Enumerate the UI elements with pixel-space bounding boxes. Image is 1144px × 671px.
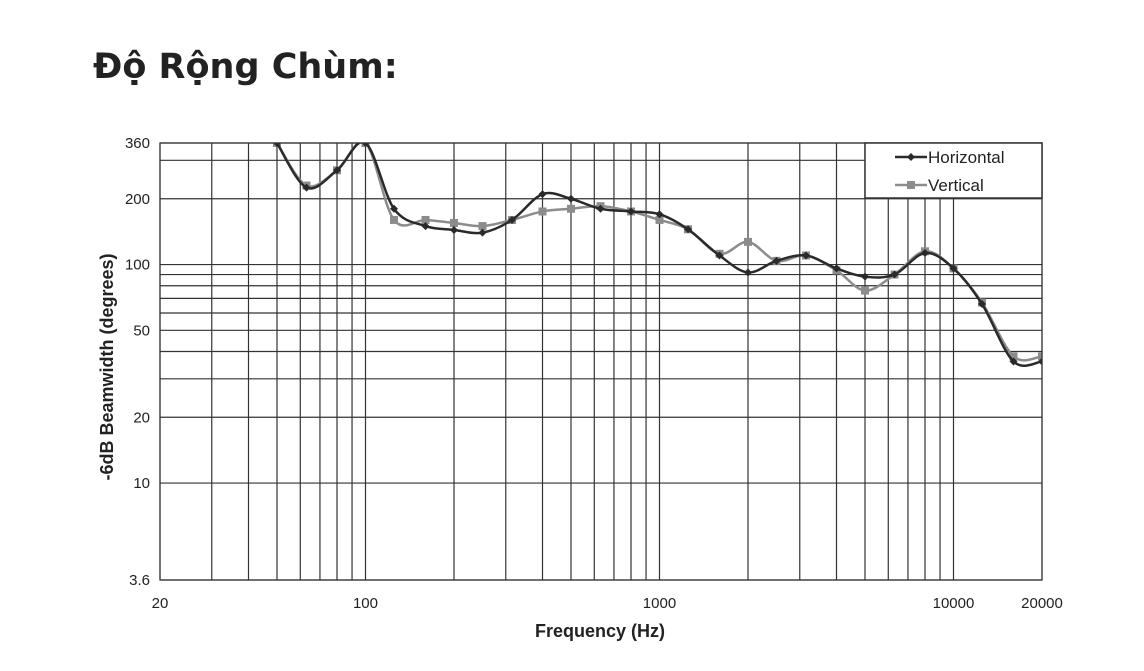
marker	[302, 183, 311, 192]
marker	[744, 237, 752, 246]
y-tick-label: 200	[125, 191, 150, 208]
legend-label: Horizontal	[928, 148, 1005, 167]
y-tick-label: 20	[133, 409, 150, 426]
marker	[977, 299, 986, 308]
marker	[566, 194, 575, 203]
marker	[1038, 352, 1042, 361]
marker	[655, 210, 664, 219]
plot-frame	[159, 142, 1043, 581]
marker	[389, 215, 398, 224]
marker	[596, 204, 605, 213]
marker	[1038, 357, 1042, 366]
marker	[860, 286, 869, 295]
marker	[1009, 352, 1018, 361]
legend-box	[864, 142, 1043, 199]
marker	[361, 143, 370, 147]
y-tick-label: 3.6	[129, 572, 150, 589]
marker	[333, 166, 342, 175]
marker	[772, 256, 781, 265]
marker	[538, 207, 547, 216]
marker	[450, 225, 458, 234]
y-tick-label: 10	[133, 475, 150, 492]
marker	[478, 222, 487, 231]
x-tick-label: 10000	[933, 595, 975, 612]
marker	[421, 222, 430, 231]
marker	[478, 228, 487, 237]
marker	[655, 215, 664, 224]
marker	[421, 215, 430, 224]
x-tick-label: 100	[353, 595, 378, 612]
marker	[627, 207, 636, 216]
chart-title: Độ Rộng Chùm:	[93, 47, 398, 87]
legend-marker	[907, 153, 915, 161]
y-tick-label: 360	[125, 135, 150, 152]
marker	[744, 268, 752, 277]
marker	[921, 248, 930, 257]
plot-area	[272, 143, 1042, 367]
legend-label: Vertical	[928, 176, 984, 195]
marker	[683, 225, 692, 234]
y-axis-label: -6dB Beamwidth (degrees)	[97, 253, 117, 480]
x-tick-label: 20	[152, 595, 169, 612]
marker	[802, 251, 811, 260]
marker	[389, 204, 398, 213]
marker	[890, 270, 899, 279]
legend: Horizontal Vertical	[864, 142, 1043, 199]
x-tick-label: 1000	[643, 595, 676, 612]
x-axis-label: Frequency (Hz)	[535, 621, 665, 641]
marker	[450, 218, 458, 227]
marker	[832, 264, 841, 273]
marker	[538, 190, 547, 199]
y-tick-label: 100	[125, 257, 150, 274]
x-tick-label: 20000	[1021, 595, 1063, 612]
marker	[949, 264, 958, 273]
marker	[272, 143, 281, 147]
marker	[715, 251, 724, 260]
y-tick-label: 50	[133, 322, 150, 339]
marker	[508, 215, 517, 224]
marker	[860, 272, 869, 281]
marker	[1009, 357, 1018, 366]
legend-marker	[907, 181, 915, 189]
marker	[566, 204, 575, 213]
